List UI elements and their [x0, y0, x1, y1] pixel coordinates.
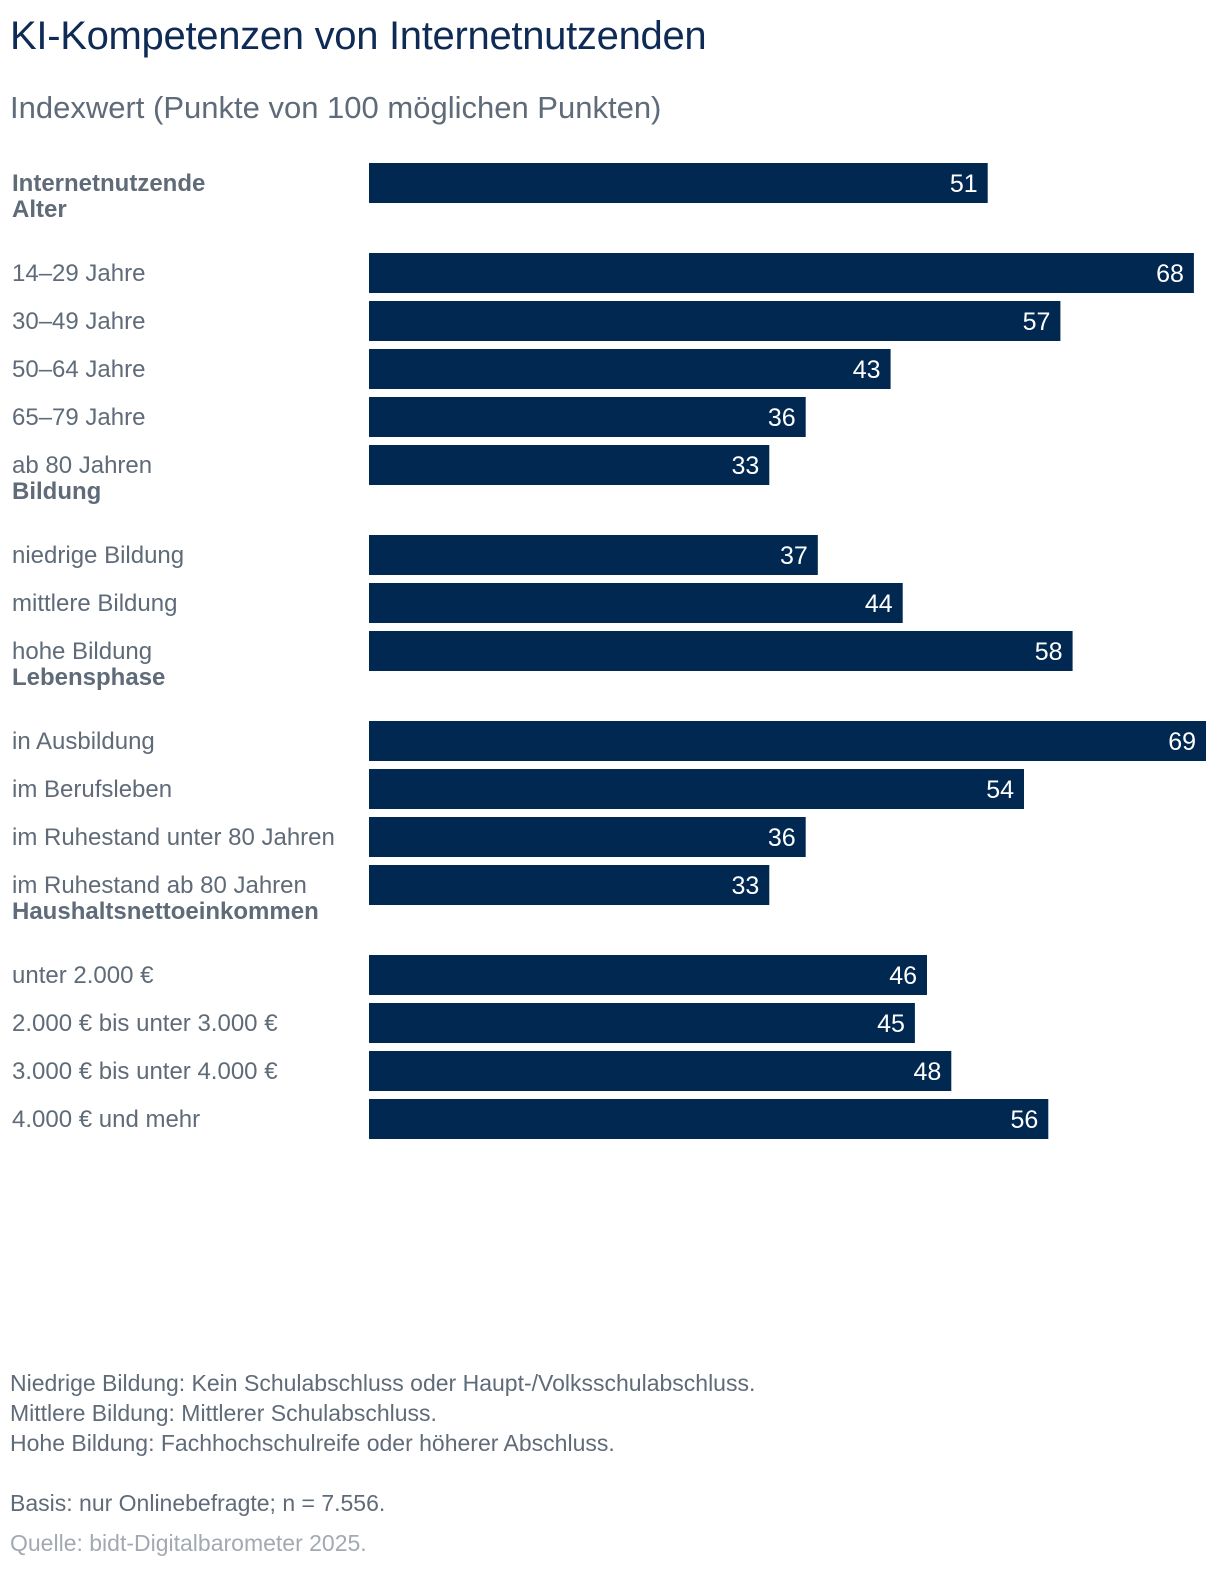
bar — [369, 535, 818, 575]
note-low-education: Niedrige Bildung: Kein Schulabschluss od… — [10, 1370, 756, 1396]
value-label: 68 — [1156, 260, 1184, 288]
category-label: in Ausbildung — [12, 728, 155, 755]
category-label: im Ruhestand unter 80 Jahren — [12, 824, 335, 851]
bar — [369, 955, 927, 995]
bar — [369, 583, 903, 623]
category-label: 65–79 Jahre — [12, 404, 145, 431]
category-label: 30–49 Jahre — [12, 308, 145, 335]
bar — [369, 721, 1206, 761]
source-note: Quelle: bidt-Digitalbarometer 2025. — [10, 1530, 367, 1556]
group-heading-4: Haushaltsnettoeinkommen — [12, 898, 319, 925]
bar — [369, 397, 806, 437]
value-label: 36 — [768, 404, 796, 432]
value-label: 69 — [1168, 728, 1196, 756]
value-label: 58 — [1035, 638, 1063, 666]
value-label: 37 — [780, 542, 808, 570]
category-label: im Ruhestand ab 80 Jahren — [12, 872, 307, 899]
category-label: 4.000 € und mehr — [12, 1106, 200, 1133]
value-label: 46 — [889, 962, 917, 990]
bar — [369, 769, 1024, 809]
bar — [369, 301, 1061, 341]
value-label: 36 — [768, 824, 796, 852]
category-label: 50–64 Jahre — [12, 356, 145, 383]
bar — [369, 349, 891, 389]
value-label: 51 — [950, 170, 978, 198]
value-label: 44 — [865, 590, 893, 618]
chart-title: KI-Kompetenzen von Internetnutzenden — [10, 14, 707, 58]
bar — [369, 1003, 915, 1043]
value-label: 45 — [877, 1010, 905, 1038]
bar — [369, 1099, 1049, 1139]
category-label: unter 2.000 € — [12, 962, 154, 989]
category-label: niedrige Bildung — [12, 542, 184, 569]
category-label: im Berufsleben — [12, 776, 172, 803]
category-label: Internetnutzende — [12, 170, 205, 197]
value-label: 33 — [731, 452, 759, 480]
bar — [369, 631, 1073, 671]
value-label: 48 — [913, 1058, 941, 1086]
group-heading-1: Alter — [12, 196, 67, 223]
basis-note: Basis: nur Onlinebefragte; n = 7.556. — [10, 1490, 386, 1516]
value-label: 33 — [731, 872, 759, 900]
group-heading-3: Lebensphase — [12, 664, 165, 691]
value-label: 57 — [1023, 308, 1051, 336]
category-label: ab 80 Jahren — [12, 452, 152, 479]
bar — [369, 253, 1194, 293]
bar — [369, 163, 988, 203]
category-label: mittlere Bildung — [12, 590, 177, 617]
note-mid-education: Mittlere Bildung: Mittlerer Schulabschlu… — [10, 1400, 437, 1426]
category-label: 14–29 Jahre — [12, 260, 145, 287]
bar-chart: Internetnutzende 51 Alter 14–29 Jahre 68 30–4… — [12, 163, 1206, 1139]
note-high-education: Hohe Bildung: Fachhochschulreife oder hö… — [10, 1430, 615, 1456]
value-label: 43 — [853, 356, 881, 384]
category-label: hohe Bildung — [12, 638, 152, 665]
bar — [369, 1051, 952, 1091]
bar — [369, 865, 770, 905]
bar — [369, 817, 806, 857]
value-label: 54 — [986, 776, 1014, 804]
category-label: 3.000 € bis unter 4.000 € — [12, 1058, 278, 1085]
value-label: 56 — [1010, 1106, 1038, 1134]
category-label: 2.000 € bis unter 3.000 € — [12, 1010, 278, 1037]
chart-subtitle: Indexwert (Punkte von 100 möglichen Punk… — [10, 90, 662, 125]
group-heading-2: Bildung — [12, 478, 101, 505]
bar — [369, 445, 770, 485]
